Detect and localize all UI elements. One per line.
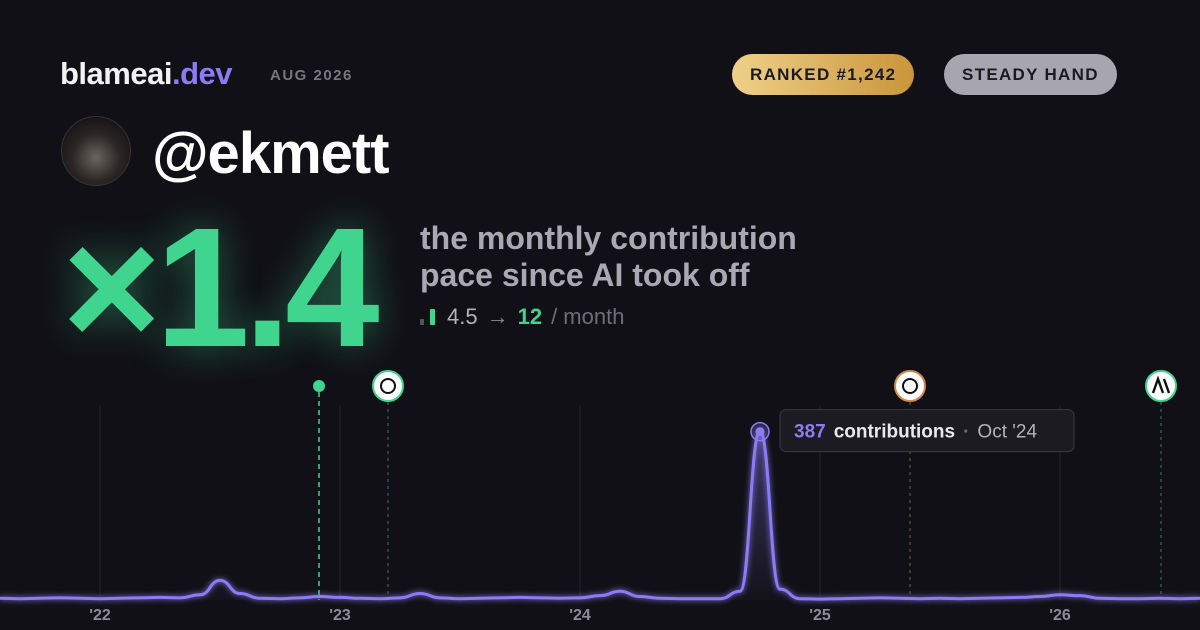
x-tick-label: '23 (329, 607, 351, 624)
line (0, 430, 1200, 601)
brand: blameai.dev (60, 56, 232, 92)
caption: pace since AI took off (420, 257, 750, 293)
caption: the monthly contribution (420, 220, 797, 256)
tooltip-value: 387 (794, 422, 826, 443)
tooltip-sep: · (963, 422, 969, 443)
style-badge: STEADY HAND (944, 54, 1117, 95)
x-tick-label: '25 (809, 607, 831, 624)
multiplier: ×1.4 (62, 193, 380, 383)
anthropic-glyph (1151, 375, 1171, 394)
brand-name: blameai (60, 56, 172, 91)
pace-after: 12 (517, 304, 543, 329)
x-tick-label: '22 (89, 607, 111, 624)
pace-arrow: → (486, 304, 509, 329)
area (0, 431, 1200, 600)
avatar (61, 116, 131, 186)
brand-tld: .dev (171, 56, 233, 91)
peak-point (755, 427, 765, 437)
rank-badge: RANKED #1,242 (732, 54, 915, 95)
event-dot (313, 380, 325, 392)
tooltip-box (779, 409, 1075, 453)
handle: @ekmett (152, 121, 390, 186)
date: AUG 2026 (270, 67, 353, 84)
x-tick-label: '24 (569, 607, 591, 624)
tooltip-unit: contributions (834, 422, 955, 443)
pace-before: 4.5 (447, 304, 478, 329)
openai-icon (894, 370, 926, 402)
x-tick-label: '26 (1049, 607, 1071, 624)
openai-icon (372, 370, 404, 402)
tooltip-text: 387 contributions · Oct '24 (794, 422, 1037, 443)
pace-icon (420, 309, 435, 325)
pace-unit: / month (551, 304, 625, 329)
tooltip-date: Oct '24 (977, 422, 1037, 443)
openai-glyph (380, 378, 396, 394)
events (313, 370, 1177, 600)
openai-glyph (902, 378, 918, 394)
pace: 4.5 → 12 / month (420, 304, 624, 330)
tooltip: 387 contributions · Oct '24 (779, 409, 1075, 453)
